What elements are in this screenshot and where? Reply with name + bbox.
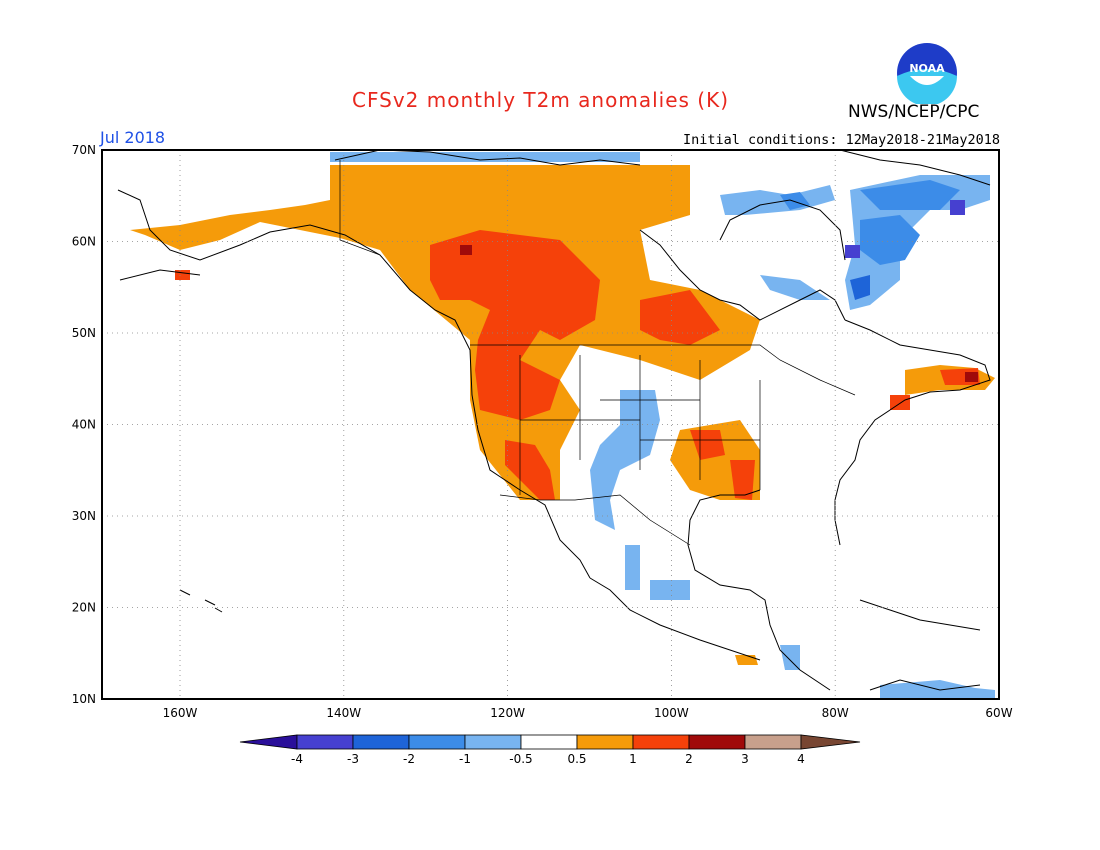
forecast-month: Jul 2018	[100, 128, 166, 147]
colorbar-label: 4	[797, 752, 805, 766]
noaa-logo-text: NOAA	[909, 62, 945, 75]
colorbar-segment	[688, 734, 746, 750]
colorbar-label: 2	[685, 752, 693, 766]
colorbar-segment	[408, 734, 466, 750]
anomaly-region	[640, 290, 720, 345]
lat-label: 30N	[72, 509, 96, 523]
map-frame	[101, 149, 1000, 700]
colorbar-label: 0.5	[567, 752, 586, 766]
colorbar-label: -2	[403, 752, 415, 766]
colorbar-label: -3	[347, 752, 359, 766]
anomaly-region	[505, 440, 555, 500]
lat-label: 60N	[72, 235, 96, 249]
anomaly-region	[850, 275, 870, 300]
lon-label: 100W	[654, 706, 689, 720]
noaa-logo: NOAA	[897, 43, 957, 104]
lat-label: 20N	[72, 601, 96, 615]
anomaly-region	[690, 430, 725, 460]
anomaly-region	[650, 580, 690, 600]
lon-label: 60W	[985, 706, 1012, 720]
lat-label: 50N	[72, 326, 96, 340]
anomaly-region	[860, 215, 920, 265]
anomaly-region	[950, 200, 965, 215]
colorbar-segment	[296, 734, 354, 750]
anomaly-region	[760, 275, 830, 300]
initial-conditions: Initial conditions: 12May2018-21May2018	[683, 132, 1000, 148]
anomaly-region	[590, 390, 660, 530]
anomaly-region	[430, 230, 600, 420]
colorbar: -4 -3 -2 -1 -0.5 0.5 1 2 3 4	[239, 734, 861, 766]
colorbar-segment	[632, 734, 690, 750]
coastlines	[117, 149, 991, 691]
anomaly-region	[625, 545, 640, 590]
colorbar-segment	[576, 734, 634, 750]
lon-label: 140W	[326, 706, 361, 720]
anomaly-region	[720, 185, 835, 215]
anomaly-region	[780, 192, 810, 210]
colorbar-label: -0.5	[509, 752, 532, 766]
colorbar-segment	[464, 734, 522, 750]
colorbar-segment	[744, 734, 802, 750]
anomaly-region	[175, 270, 190, 280]
lat-label: 70N	[72, 143, 96, 157]
anomaly-region	[780, 645, 800, 670]
colorbar-segment	[520, 734, 578, 750]
lon-label: 80W	[822, 706, 849, 720]
anomaly-region	[845, 245, 860, 258]
anomaly-region	[460, 245, 472, 255]
colorbar-label: -1	[459, 752, 471, 766]
colorbar-label: -4	[291, 752, 303, 766]
anomaly-region	[860, 180, 960, 210]
colorbar-segment	[352, 734, 410, 750]
political-borders	[339, 160, 856, 546]
lat-label: 10N	[72, 692, 96, 706]
anomaly-region	[965, 372, 978, 382]
colorbar-label: 1	[629, 752, 637, 766]
anomaly-region	[130, 165, 760, 500]
lat-label: 40N	[72, 418, 96, 432]
anomaly-region	[730, 460, 755, 500]
colorbar-segment	[239, 734, 298, 750]
colorbar-segment	[800, 734, 861, 750]
anomaly-region	[330, 152, 640, 162]
agency-label: NWS/NCEP/CPC	[848, 102, 980, 122]
anomaly-field	[130, 152, 995, 699]
lon-label: 160W	[163, 706, 198, 720]
colorbar-label: 3	[741, 752, 749, 766]
lon-label: 120W	[490, 706, 525, 720]
map-title: CFSv2 monthly T2m anomalies (K)	[352, 88, 729, 112]
anomaly-region	[735, 655, 758, 665]
